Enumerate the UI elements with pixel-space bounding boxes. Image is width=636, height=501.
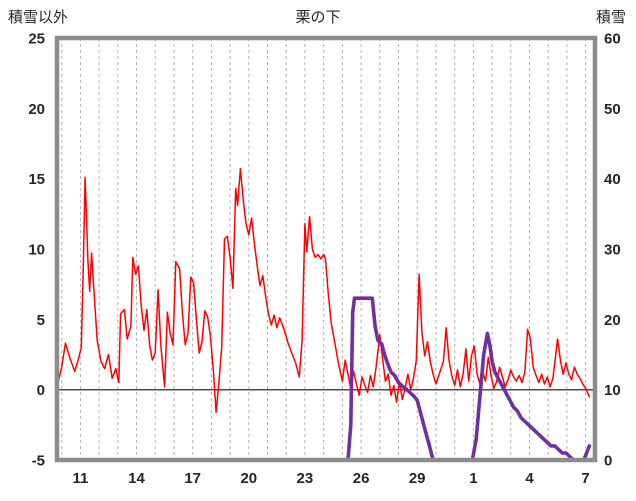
snow-depth-series-line	[55, 296, 592, 462]
right-axis-tick-label: 40	[604, 171, 621, 188]
chart-title: 栗の下	[295, 9, 341, 26]
left-axis-tick-label: 0	[37, 382, 45, 399]
right-axis-tick-label: 10	[604, 382, 621, 399]
right-axis-tick-label: 0	[604, 453, 612, 470]
left-axis-tick-label: 15	[28, 171, 45, 188]
x-axis-tick-label: 29	[409, 470, 426, 487]
x-axis-tick-label: 11	[72, 470, 88, 487]
right-axis-tick-label: 60	[604, 31, 621, 48]
left-axis-tick-label: 20	[28, 101, 45, 118]
right-axis-title: 積雪	[595, 9, 626, 26]
x-axis-tick-label: 23	[297, 470, 314, 487]
left-axis-tick-label: 25	[28, 31, 45, 48]
x-axis-tick-label: 4	[525, 470, 534, 487]
x-axis-tick-label: 26	[353, 470, 370, 487]
plot-border	[54, 35, 598, 463]
left-axis-tick-label: 5	[37, 312, 45, 329]
temperature-series-line	[56, 168, 591, 413]
x-axis-tick-label: 17	[184, 470, 201, 487]
right-axis-tick-label: 30	[604, 242, 621, 259]
left-axis-tick-label: -5	[32, 453, 45, 470]
x-axis-tick-label: 7	[581, 470, 589, 487]
right-axis-tick-label: 20	[604, 312, 621, 329]
x-axis-tick-label: 20	[240, 470, 257, 487]
x-axis-tick-label: 1	[469, 470, 477, 487]
x-axis-tick-label: 14	[128, 470, 145, 487]
left-axis-title: 積雪以外	[8, 9, 69, 26]
left-axis-tick-label: 10	[28, 242, 45, 259]
right-axis-tick-label: 50	[604, 101, 621, 118]
